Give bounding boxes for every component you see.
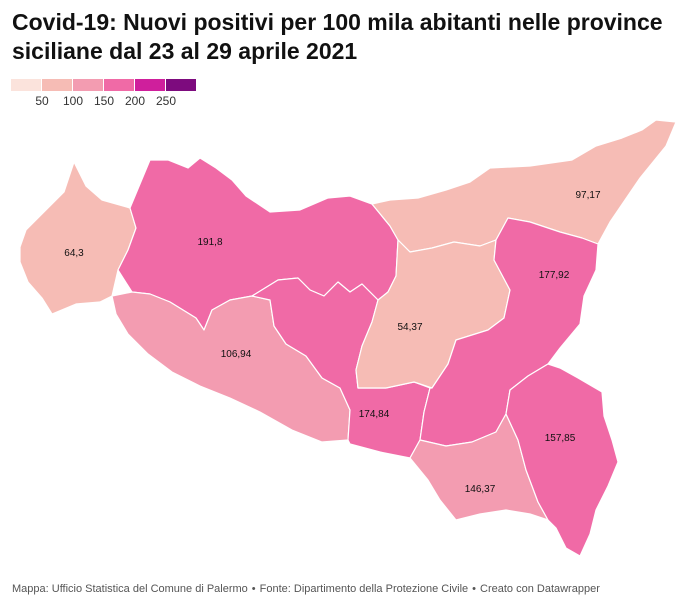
sicily-map: 64,3 191,8 97,17 106,94 54,37 177,92 174… <box>19 119 677 557</box>
footer-separator: • <box>472 583 477 595</box>
color-legend: 50 100 150 200 250 <box>11 79 197 110</box>
value-label-caltanissetta: 174,84 <box>359 409 390 420</box>
map-credit: Mappa: Ufficio Statistica del Comune di … <box>12 583 248 595</box>
source-credit: Fonte: Dipartimento della Protezione Civ… <box>259 583 469 595</box>
legend-tick-100: 100 <box>62 94 84 108</box>
legend-swatch-4 <box>104 79 135 91</box>
legend-swatch-6 <box>166 79 197 91</box>
province-siracusa[interactable] <box>505 363 619 557</box>
value-label-siracusa: 157,85 <box>545 433 576 444</box>
legend-tick-200: 200 <box>124 94 146 108</box>
value-label-palermo: 191,8 <box>197 237 222 248</box>
legend-tick-250: 250 <box>155 94 177 108</box>
value-label-enna: 54,37 <box>397 322 422 333</box>
legend-swatch-5 <box>135 79 166 91</box>
footer-separator: • <box>251 583 256 595</box>
value-label-catania: 177,92 <box>539 270 570 281</box>
legend-scale <box>11 79 197 91</box>
legend-tick-150: 150 <box>93 94 115 108</box>
value-label-messina: 97,17 <box>575 190 600 201</box>
footer-credits: Mappa: Ufficio Statistica del Comune di … <box>12 583 692 595</box>
value-label-agrigento: 106,94 <box>221 349 252 360</box>
legend-swatch-1 <box>11 79 42 91</box>
legend-swatch-2 <box>42 79 73 91</box>
province-trapani[interactable] <box>19 161 137 315</box>
tool-credit: Creato con Datawrapper <box>480 583 600 595</box>
chart-title: Covid-19: Nuovi positivi per 100 mila ab… <box>12 9 663 64</box>
legend-tick-50: 50 <box>35 94 49 108</box>
legend-swatch-3 <box>73 79 104 91</box>
value-label-ragusa: 146,37 <box>465 484 496 495</box>
value-label-trapani: 64,3 <box>64 248 84 259</box>
